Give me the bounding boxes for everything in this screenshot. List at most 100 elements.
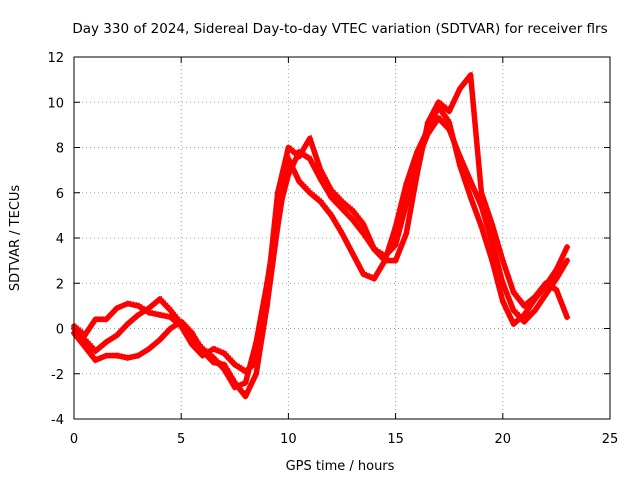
data-point [146, 345, 153, 352]
data-point [188, 341, 195, 348]
data-point [156, 311, 163, 318]
data-point [242, 379, 249, 386]
data-point [135, 311, 142, 318]
series-group [71, 71, 571, 400]
data-point [456, 162, 463, 169]
data-point [274, 189, 281, 196]
data-point [339, 198, 345, 205]
data-point [510, 307, 517, 314]
data-point [424, 119, 431, 126]
data-point [113, 305, 120, 312]
y-tick-label: -4 [51, 413, 64, 428]
y-axis-label: SDTVAR / TECUs [8, 185, 23, 292]
data-point [478, 189, 485, 196]
data-point [489, 221, 496, 228]
data-point [135, 302, 142, 309]
data-point [499, 257, 506, 264]
data-point [553, 275, 560, 282]
data-point [328, 212, 335, 219]
data-point [456, 85, 463, 92]
data-point [467, 178, 474, 185]
data-point [92, 357, 99, 364]
data-point [435, 115, 442, 122]
data-point [339, 230, 345, 237]
data-point [360, 271, 367, 278]
y-tick-label: 8 [56, 142, 64, 157]
y-tick-label: 0 [56, 323, 64, 338]
data-point [306, 189, 313, 196]
data-point [253, 359, 260, 366]
data-point [167, 307, 174, 314]
data-point [564, 257, 571, 264]
data-point [199, 352, 206, 359]
x-tick-label: 0 [70, 432, 78, 447]
data-point [306, 155, 313, 162]
data-point [81, 343, 88, 350]
data-point [124, 300, 131, 307]
data-point [221, 361, 228, 368]
data-point [328, 194, 335, 201]
data-point [499, 298, 506, 305]
data-point [103, 352, 110, 359]
data-point [360, 221, 367, 228]
data-point [92, 348, 99, 355]
x-axis-label: GPS time / hours [286, 459, 395, 474]
data-point [467, 194, 474, 201]
data-point [349, 207, 356, 214]
data-point [489, 257, 496, 264]
data-point [124, 354, 131, 361]
x-tick-label: 20 [495, 432, 512, 447]
x-tick-label: 25 [602, 432, 619, 447]
data-point [242, 393, 249, 400]
data-point [467, 72, 474, 79]
data-point [231, 379, 238, 386]
data-point [296, 153, 303, 160]
data-point [135, 352, 142, 359]
y-tick-label: 6 [56, 187, 64, 202]
data-point [156, 296, 163, 303]
data-point [381, 257, 388, 264]
data-point [81, 332, 88, 339]
data-point [531, 307, 538, 314]
x-tick-label: 10 [280, 432, 297, 447]
data-point [510, 289, 517, 296]
data-point [392, 241, 399, 248]
data-point [296, 178, 303, 185]
data-point [231, 361, 238, 368]
y-tick-label: 10 [47, 96, 64, 111]
data-point [542, 291, 549, 298]
data-point [553, 266, 560, 273]
data-point [478, 223, 485, 230]
data-point [510, 320, 517, 327]
data-point [113, 352, 120, 359]
data-point [521, 302, 528, 309]
data-point [210, 359, 217, 366]
data-point [542, 280, 549, 287]
y-tick-label: -2 [51, 368, 64, 383]
data-point [446, 108, 453, 115]
data-point [403, 180, 410, 187]
data-point [285, 144, 292, 151]
y-tick-label: 4 [56, 232, 64, 247]
y-tick-labels: -4 -2 0 2 4 6 8 10 12 [47, 51, 64, 428]
data-point [156, 336, 163, 343]
data-point [564, 314, 571, 321]
data-point [339, 205, 345, 212]
data-point [521, 318, 528, 325]
data-point [188, 330, 195, 337]
data-point [521, 311, 528, 318]
data-point [103, 339, 110, 346]
data-point [113, 332, 120, 339]
data-point [178, 323, 185, 330]
data-point [167, 325, 174, 332]
y-tick-label: 12 [47, 51, 64, 66]
data-point [263, 291, 270, 298]
data-point [403, 201, 410, 208]
data-point [371, 275, 378, 282]
chart-title: Day 330 of 2024, Sidereal Day-to-day VTE… [72, 21, 607, 37]
data-point [317, 167, 324, 174]
data-point [242, 368, 249, 375]
data-point [414, 171, 421, 178]
y-tick-label: 2 [56, 277, 64, 292]
